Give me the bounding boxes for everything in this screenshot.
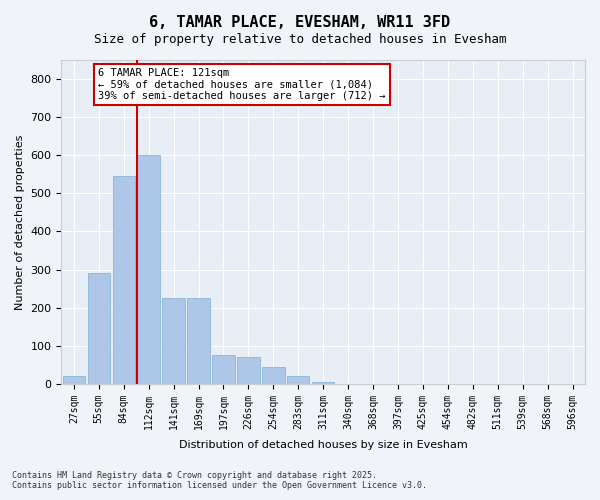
Bar: [187, 298, 210, 384]
Text: 6 TAMAR PLACE: 121sqm
← 59% of detached houses are smaller (1,084)
39% of semi-d: 6 TAMAR PLACE: 121sqm ← 59% of detached …: [98, 68, 386, 101]
Bar: [262, 367, 284, 384]
Text: 6, TAMAR PLACE, EVESHAM, WR11 3FD: 6, TAMAR PLACE, EVESHAM, WR11 3FD: [149, 15, 451, 30]
Text: Contains HM Land Registry data © Crown copyright and database right 2025.
Contai: Contains HM Land Registry data © Crown c…: [12, 470, 427, 490]
X-axis label: Distribution of detached houses by size in Evesham: Distribution of detached houses by size …: [179, 440, 467, 450]
Bar: [113, 176, 135, 384]
Bar: [62, 376, 85, 384]
Y-axis label: Number of detached properties: Number of detached properties: [15, 134, 25, 310]
Bar: [137, 156, 160, 384]
Bar: [287, 376, 310, 384]
Bar: [163, 298, 185, 384]
Bar: [237, 357, 260, 384]
Text: Size of property relative to detached houses in Evesham: Size of property relative to detached ho…: [94, 32, 506, 46]
Bar: [312, 382, 334, 384]
Bar: [88, 274, 110, 384]
Bar: [212, 356, 235, 384]
